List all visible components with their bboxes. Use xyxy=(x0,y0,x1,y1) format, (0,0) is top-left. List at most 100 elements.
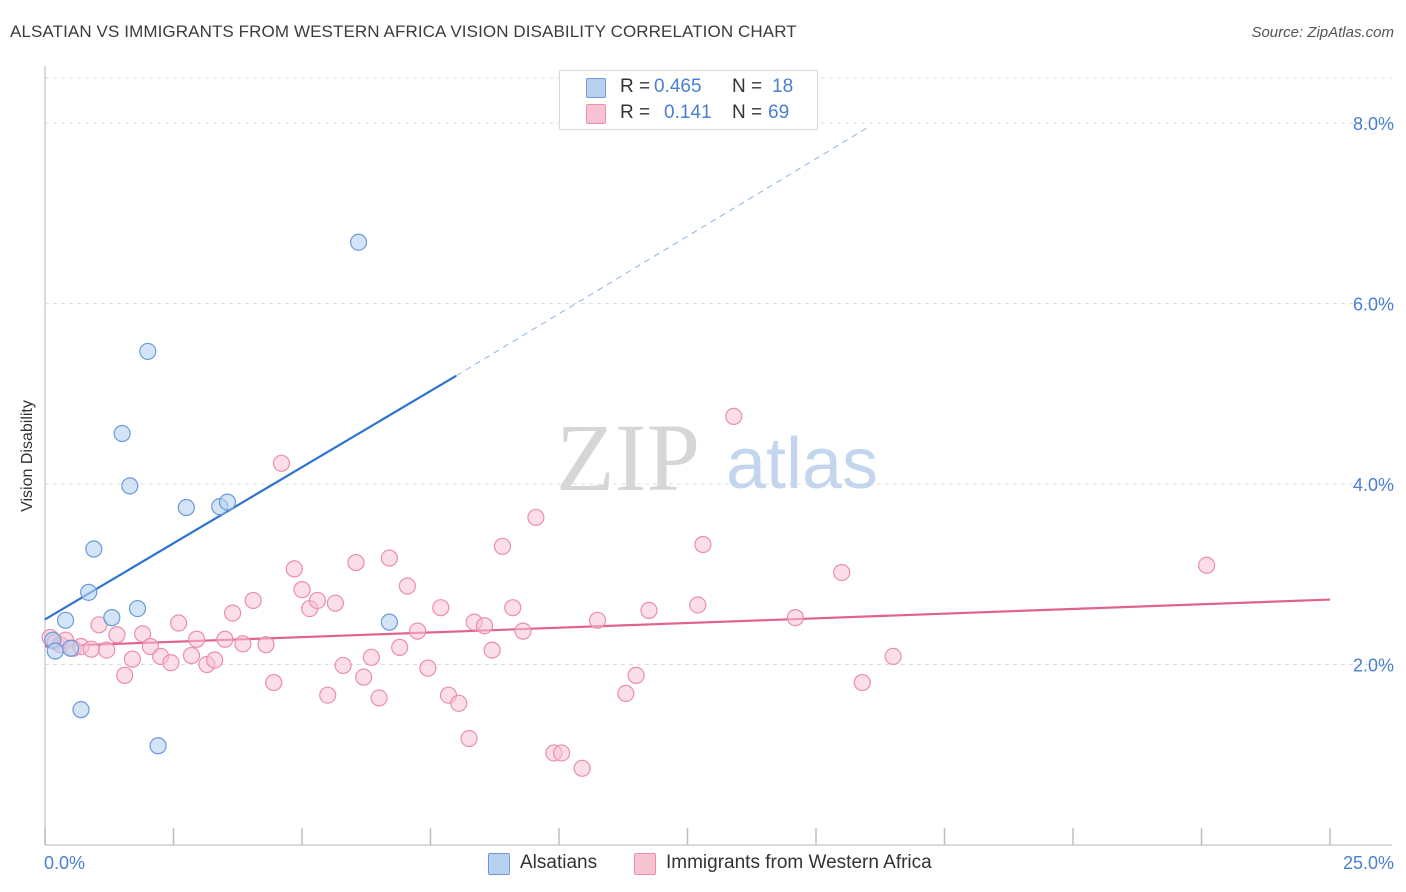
data-point-immigrants xyxy=(234,635,252,653)
data-point-immigrants xyxy=(617,684,635,703)
data-point-immigrants xyxy=(347,553,365,572)
data-point-alsatians xyxy=(128,599,147,618)
data-point-immigrants xyxy=(308,591,327,610)
data-point-immigrants xyxy=(116,666,134,684)
data-point-alsatians xyxy=(380,613,398,631)
data-point-immigrants xyxy=(853,673,871,692)
x-tick-label-max: 25.0% xyxy=(1343,853,1394,873)
data-point-alsatians xyxy=(46,642,64,660)
data-point-immigrants xyxy=(640,601,658,619)
legend-swatch-blue xyxy=(488,853,510,875)
trend-lines xyxy=(44,127,1331,648)
data-point-immigrants xyxy=(272,454,291,472)
data-point-immigrants xyxy=(141,637,159,656)
data-point-alsatians xyxy=(80,583,98,601)
data-point-immigrants xyxy=(419,659,437,677)
data-point-alsatians xyxy=(121,477,139,495)
x-tick-label-min: 0.0% xyxy=(44,853,85,873)
data-point-immigrants xyxy=(182,646,201,665)
data-point-immigrants xyxy=(527,508,545,527)
data-point-immigrants xyxy=(409,622,427,640)
chart-title: ALSATIAN VS IMMIGRANTS FROM WESTERN AFRI… xyxy=(10,22,797,41)
data-point-alsatians xyxy=(85,540,103,558)
legend-swatch-pink xyxy=(586,104,606,124)
data-point-alsatians xyxy=(103,609,121,627)
legend-swatch-pink xyxy=(634,853,656,875)
data-point-alsatians xyxy=(349,233,368,251)
legend-r-value: 0.465 xyxy=(654,76,702,97)
series-immigrants-points xyxy=(41,407,1216,777)
data-point-immigrants xyxy=(391,638,409,656)
data-point-alsatians xyxy=(113,424,131,443)
trend-line-alsatians xyxy=(44,374,457,621)
watermark: ZIP atlas xyxy=(556,404,878,511)
data-point-immigrants xyxy=(244,591,262,610)
data-point-immigrants xyxy=(694,535,712,554)
data-point-immigrants xyxy=(265,673,283,692)
data-point-immigrants xyxy=(884,647,902,666)
data-point-immigrants xyxy=(689,596,707,614)
data-point-immigrants xyxy=(460,729,478,748)
data-point-immigrants xyxy=(98,641,116,659)
data-point-immigrants xyxy=(450,694,468,712)
data-point-immigrants xyxy=(1198,556,1216,574)
data-point-alsatians xyxy=(149,737,167,755)
y-tick-label: 6.0% xyxy=(1353,295,1394,315)
data-point-immigrants xyxy=(493,537,512,555)
data-point-immigrants xyxy=(483,641,501,659)
data-point-immigrants xyxy=(475,617,494,635)
data-point-immigrants xyxy=(725,407,743,425)
legend-swatch-blue xyxy=(586,78,606,98)
legend-label-immigrants: Immigrants from Western Africa xyxy=(666,852,932,873)
trend-line-immigrants xyxy=(44,598,1331,648)
data-point-immigrants xyxy=(108,626,126,644)
data-point-immigrants xyxy=(398,577,416,595)
trend-line-alsatians-extension xyxy=(455,127,868,377)
data-point-immigrants xyxy=(514,622,532,640)
data-point-immigrants xyxy=(319,686,337,704)
data-point-immigrants xyxy=(588,611,607,629)
data-point-immigrants xyxy=(90,616,108,634)
tick-labels: 2.0% 4.0% 6.0% 8.0% 0.0% 25.0% xyxy=(44,114,1394,873)
legend-n-value: 18 xyxy=(772,76,794,97)
data-point-immigrants xyxy=(188,630,206,648)
data-point-immigrants xyxy=(627,666,645,684)
gridlines xyxy=(45,77,1392,666)
legend-n-label: N = xyxy=(732,102,763,123)
data-point-alsatians xyxy=(218,493,237,511)
y-tick-label: 8.0% xyxy=(1353,114,1394,134)
series-alsatians-points xyxy=(44,233,398,755)
legend-r-label: R = xyxy=(620,102,651,123)
legend-label-alsatians: Alsatians xyxy=(520,852,598,873)
data-point-immigrants xyxy=(380,549,398,567)
y-tick-label: 4.0% xyxy=(1353,475,1394,495)
data-point-immigrants xyxy=(134,625,152,643)
data-point-immigrants xyxy=(224,604,242,622)
source-label: Source: ZipAtlas.com xyxy=(1251,24,1394,41)
data-point-immigrants xyxy=(162,654,180,672)
data-point-immigrants xyxy=(334,656,352,675)
data-point-immigrants xyxy=(326,594,345,612)
data-point-immigrants xyxy=(293,581,311,599)
correlation-legend: R = 0.465 N = 18 R = 0.141 N = 69 xyxy=(559,70,818,130)
legend-n-value: 69 xyxy=(768,102,790,123)
data-point-immigrants xyxy=(552,744,571,762)
data-point-immigrants xyxy=(82,640,100,658)
data-point-immigrants xyxy=(432,599,450,617)
data-point-immigrants xyxy=(370,689,388,707)
data-point-immigrants xyxy=(170,614,188,632)
watermark-zip: ZIP xyxy=(556,404,700,511)
data-point-alsatians xyxy=(177,498,195,517)
data-point-immigrants xyxy=(504,599,522,617)
axes xyxy=(44,66,1392,846)
legend-r-value: 0.141 xyxy=(664,102,712,123)
data-point-immigrants xyxy=(123,650,141,668)
legend-r-label: R = xyxy=(620,76,651,97)
data-point-alsatians xyxy=(139,342,157,361)
data-point-immigrants xyxy=(206,651,224,669)
data-point-alsatians xyxy=(56,611,75,629)
data-point-immigrants xyxy=(573,759,591,777)
data-point-immigrants xyxy=(786,609,805,627)
data-point-immigrants xyxy=(285,560,303,578)
